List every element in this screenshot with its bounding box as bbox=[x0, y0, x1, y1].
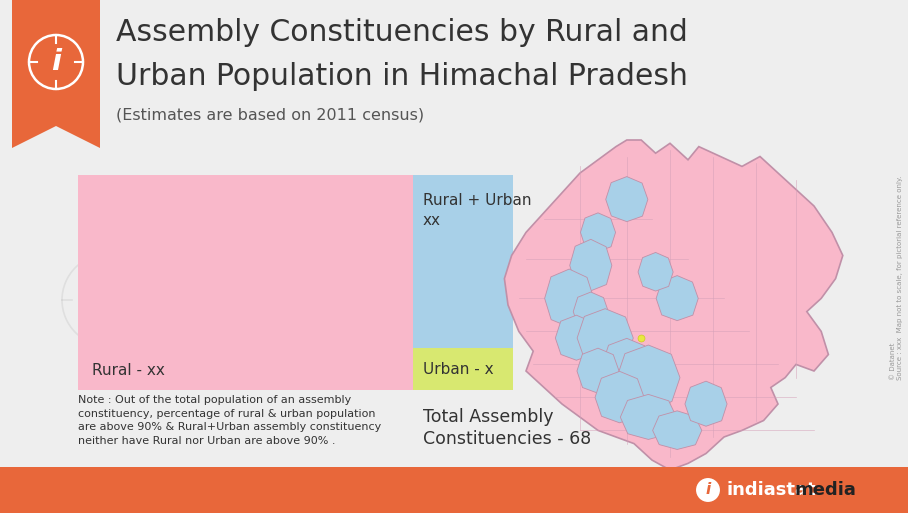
Polygon shape bbox=[595, 371, 644, 423]
Bar bbox=[78, 175, 413, 390]
Text: Rural + Urban: Rural + Urban bbox=[423, 193, 531, 208]
Text: media: media bbox=[794, 481, 856, 499]
Text: indiastatmedia.com: indiastatmedia.com bbox=[173, 278, 686, 323]
Circle shape bbox=[695, 477, 721, 503]
Polygon shape bbox=[573, 292, 608, 331]
Polygon shape bbox=[653, 411, 702, 449]
Polygon shape bbox=[577, 309, 633, 367]
Bar bbox=[413, 175, 513, 348]
Polygon shape bbox=[577, 348, 619, 393]
Polygon shape bbox=[606, 176, 648, 222]
Text: Rural - xx: Rural - xx bbox=[92, 363, 165, 378]
Polygon shape bbox=[580, 213, 616, 251]
Text: xx: xx bbox=[423, 213, 441, 228]
Polygon shape bbox=[602, 339, 651, 390]
Text: Constituencies - 68: Constituencies - 68 bbox=[423, 430, 591, 448]
Polygon shape bbox=[620, 394, 676, 440]
Polygon shape bbox=[556, 315, 597, 360]
Text: Urban Population in Himachal Pradesh: Urban Population in Himachal Pradesh bbox=[116, 62, 688, 91]
Text: Assembly Constituencies by Rural and: Assembly Constituencies by Rural and bbox=[116, 18, 688, 47]
Polygon shape bbox=[685, 381, 727, 426]
Text: Total Assembly: Total Assembly bbox=[423, 408, 554, 426]
Bar bbox=[413, 348, 513, 390]
Text: indiastat: indiastat bbox=[726, 481, 815, 499]
Text: (Estimates are based on 2011 census): (Estimates are based on 2011 census) bbox=[116, 107, 424, 122]
Text: Note : Out of the total population of an assembly
constituency, percentage of ru: Note : Out of the total population of an… bbox=[78, 395, 381, 446]
Polygon shape bbox=[545, 269, 594, 327]
Bar bbox=[0, 467, 908, 513]
Text: i: i bbox=[98, 271, 118, 328]
Text: Source : xxx  Map not to scale, for pictorial reference only.: Source : xxx Map not to scale, for picto… bbox=[897, 175, 903, 380]
Text: i: i bbox=[51, 48, 61, 76]
Text: Urban - x: Urban - x bbox=[423, 362, 494, 377]
Polygon shape bbox=[12, 0, 100, 148]
Polygon shape bbox=[569, 240, 612, 291]
Polygon shape bbox=[617, 345, 680, 409]
Text: © Datanet: © Datanet bbox=[890, 343, 896, 380]
Polygon shape bbox=[505, 140, 843, 470]
Polygon shape bbox=[656, 275, 698, 321]
Text: i: i bbox=[706, 483, 711, 498]
Polygon shape bbox=[638, 252, 673, 291]
